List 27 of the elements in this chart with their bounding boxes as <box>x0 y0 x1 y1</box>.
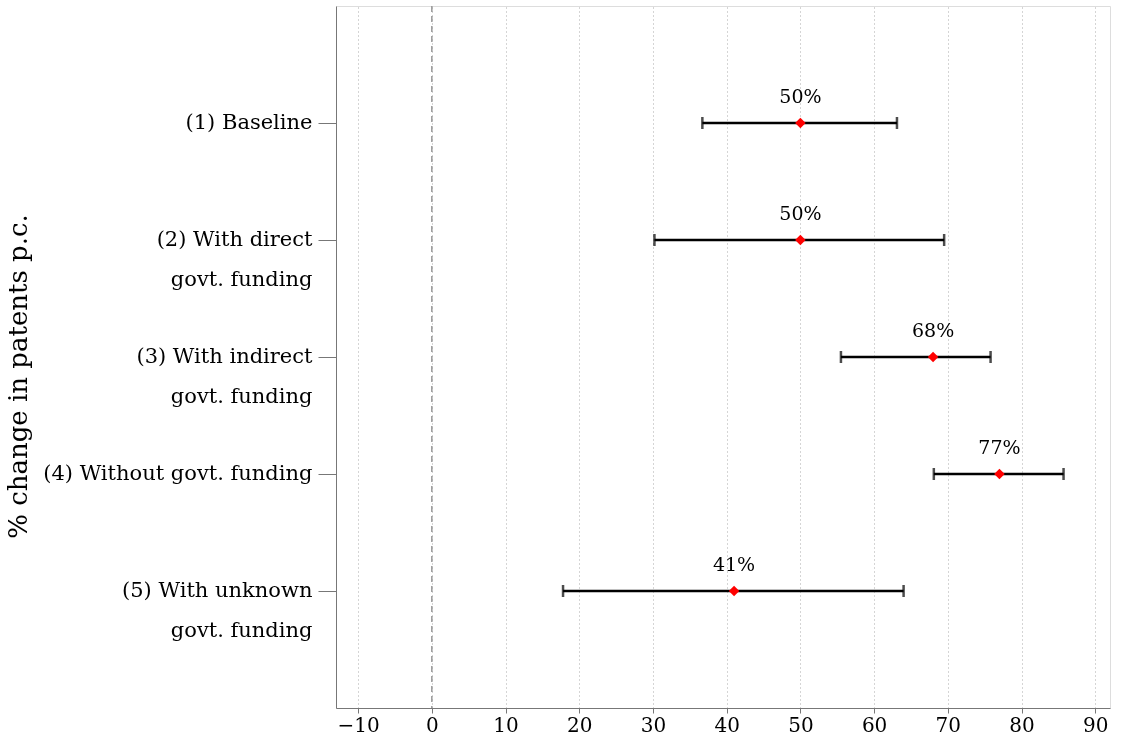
point <box>728 585 740 597</box>
x-tick-label: 30 <box>640 712 667 737</box>
data-label: 41% <box>712 553 756 575</box>
x-tick-label: −10 <box>337 712 380 737</box>
y-tick-label: (2) With direct govt. funding <box>156 227 314 291</box>
x-tick-label: 10 <box>493 712 519 737</box>
x-tick-label: 80 <box>1009 712 1035 737</box>
point <box>795 117 806 129</box>
x-tick-label: 0 <box>425 712 439 737</box>
data-label: 68% <box>911 319 955 341</box>
y-tick-label: (1) Baseline <box>185 110 313 134</box>
x-tick-label: 20 <box>567 712 593 737</box>
point <box>795 234 806 246</box>
x-tick-label: 40 <box>714 712 740 737</box>
data-label: 77% <box>978 436 1021 458</box>
x-tick-label: 90 <box>1083 712 1109 737</box>
data-label: 50% <box>779 85 822 107</box>
y-axis-title: % change in patents p.c. <box>2 214 33 539</box>
y-tick-label: (4) Without govt. funding <box>43 461 313 485</box>
y-tick-label: (3) With indirect govt. funding <box>136 344 314 408</box>
x-tick-label: 60 <box>861 712 888 737</box>
x-tick-label: 70 <box>935 712 962 737</box>
point <box>927 351 939 363</box>
point <box>994 468 1005 480</box>
data-label: 50% <box>779 202 822 224</box>
x-tick-label: 50 <box>788 712 814 737</box>
y-tick-label: (5) With unknown govt. funding <box>122 578 313 642</box>
